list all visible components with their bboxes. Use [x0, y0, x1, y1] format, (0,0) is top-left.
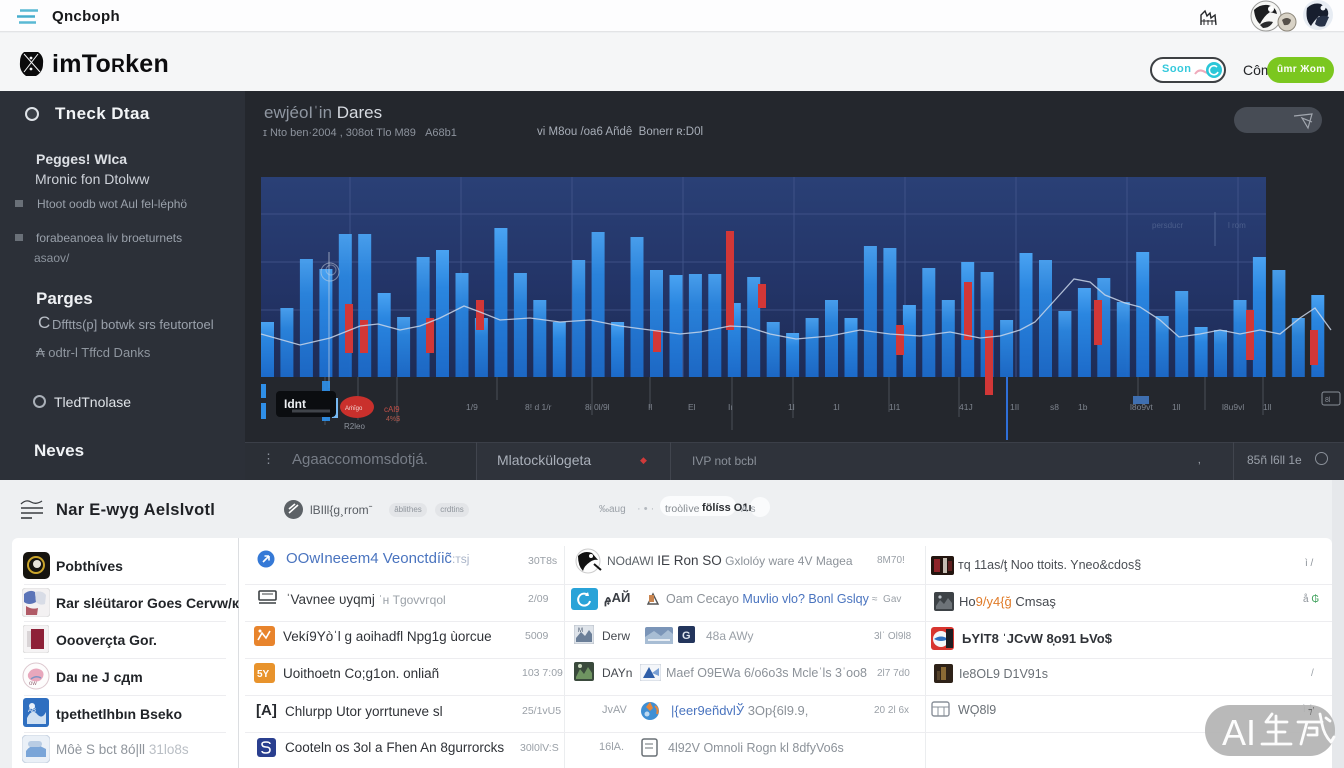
- svg-text:5Y: 5Y: [257, 669, 270, 680]
- svg-text:1ll: 1ll: [1263, 402, 1272, 412]
- svg-text:Aṁĩgo: Aṁĩgo: [345, 406, 363, 412]
- svg-text:Il: Il: [648, 402, 652, 412]
- svg-text:G: G: [682, 630, 691, 642]
- svg-text:1Il: 1Il: [1010, 402, 1019, 412]
- svg-text:1b: 1b: [1078, 402, 1088, 412]
- svg-text:Idnt: Idnt: [284, 397, 306, 411]
- svg-text:l8u9vl: l8u9vl: [1222, 402, 1244, 412]
- svg-text:El: El: [688, 402, 696, 412]
- svg-text:ow: ow: [29, 681, 37, 687]
- svg-text:1/9: 1/9: [466, 402, 478, 412]
- svg-text:1l1: 1l1: [889, 402, 901, 412]
- svg-text:s8: s8: [1050, 402, 1059, 412]
- svg-text:cAl9: cAl9: [384, 405, 400, 414]
- svg-text:1l: 1l: [788, 402, 795, 412]
- svg-text:8i 0l/9l: 8i 0l/9l: [585, 402, 610, 412]
- svg-text:8! d 1/r: 8! d 1/r: [525, 402, 552, 412]
- svg-text:l rom: l rom: [1228, 221, 1246, 230]
- svg-text:persducr: persducr: [1152, 221, 1183, 230]
- svg-text:1ll: 1ll: [1172, 402, 1181, 412]
- svg-text:1l: 1l: [833, 402, 840, 412]
- svg-text:AB: AB: [28, 708, 36, 714]
- svg-text:8l: 8l: [1325, 397, 1331, 404]
- svg-text:Iı: Iı: [728, 402, 733, 412]
- svg-text:41J: 41J: [959, 402, 973, 412]
- svg-text:R2leo: R2leo: [344, 422, 365, 431]
- svg-text:4%$: 4%$: [386, 416, 400, 423]
- svg-text:M: M: [578, 628, 583, 634]
